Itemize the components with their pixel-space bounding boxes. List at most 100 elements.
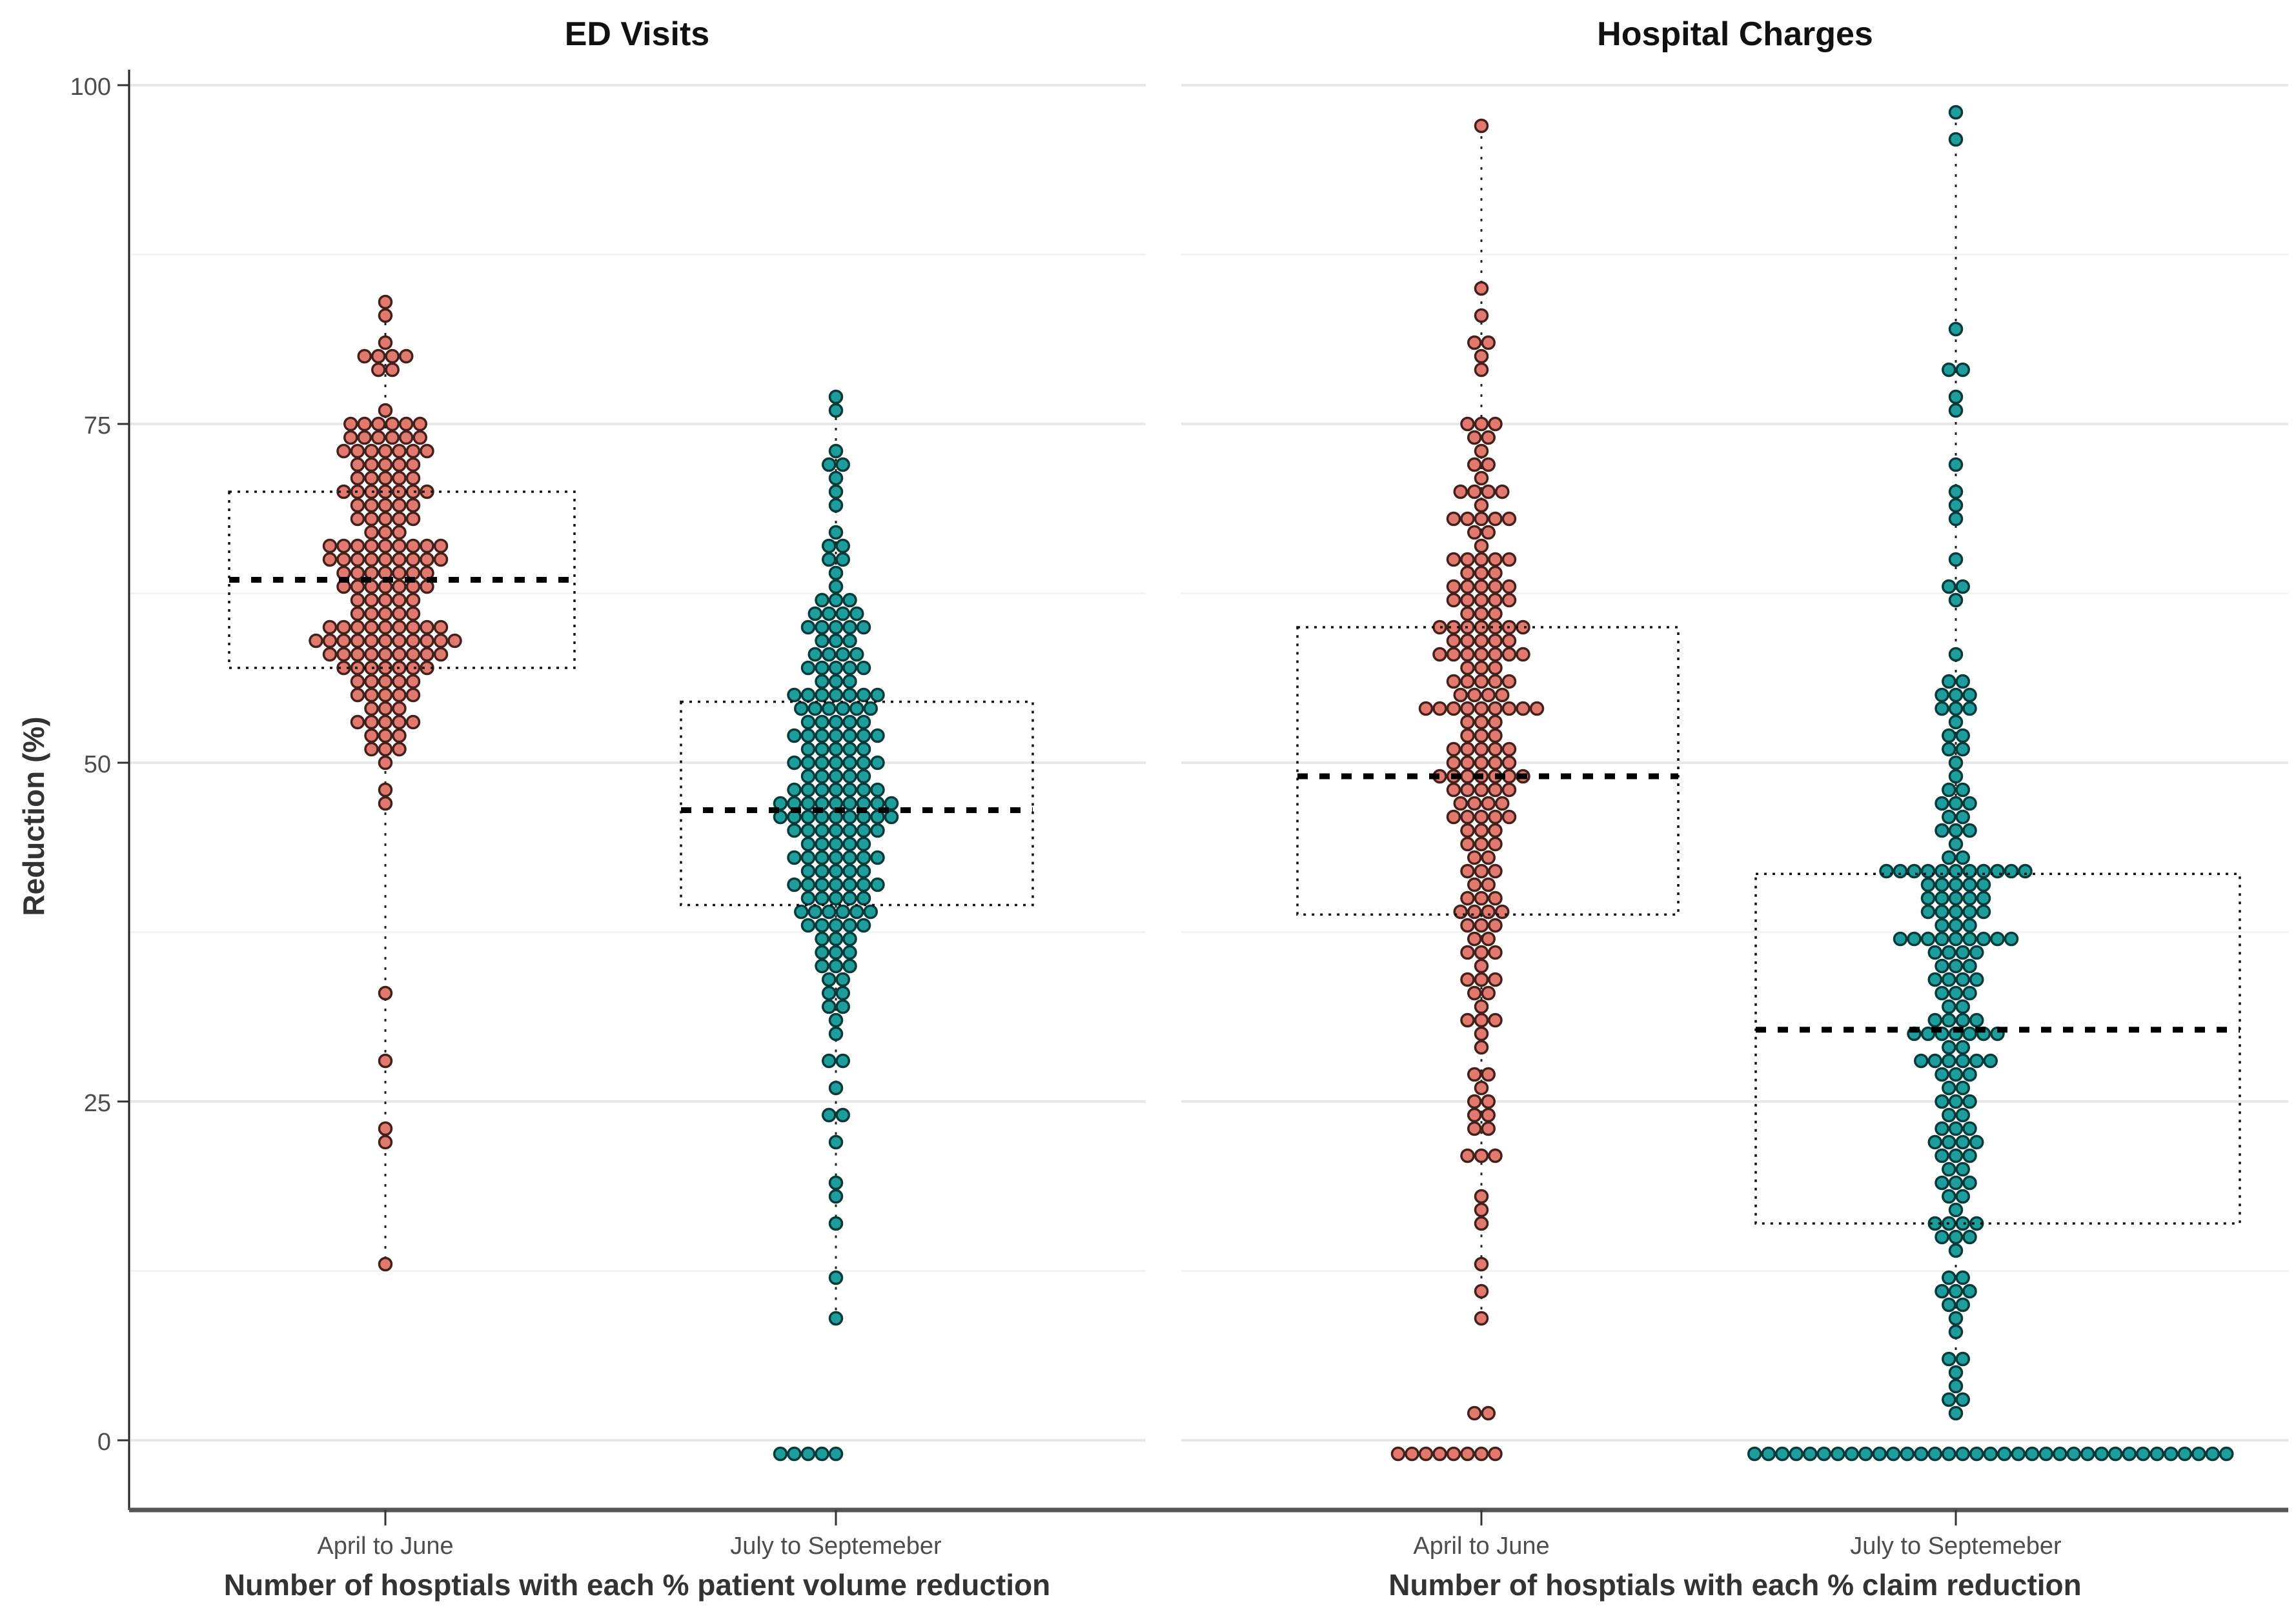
data-dot xyxy=(1900,1446,1915,1462)
data-dot xyxy=(800,728,816,743)
data-dot xyxy=(1474,782,1489,798)
data-dot xyxy=(350,714,365,730)
data-dot xyxy=(1474,606,1489,621)
data-dot xyxy=(773,796,788,811)
data-dot xyxy=(420,443,434,459)
data-dot xyxy=(815,714,829,730)
data-dot xyxy=(1955,1446,1970,1462)
data-dot xyxy=(1453,687,1468,703)
data-dot xyxy=(835,1107,850,1123)
data-dot xyxy=(1481,904,1496,920)
data-dot xyxy=(842,674,857,689)
data-dot xyxy=(420,619,434,635)
data-dot xyxy=(1935,1121,1949,1136)
data-dot xyxy=(433,538,449,554)
data-dot xyxy=(856,687,871,703)
data-dot xyxy=(1955,1107,1970,1123)
data-dot xyxy=(357,430,372,445)
data-dot xyxy=(336,552,351,567)
data-dot xyxy=(800,850,816,865)
data-dot xyxy=(378,782,393,798)
data-dot xyxy=(1474,755,1489,770)
data-dot xyxy=(1467,1121,1482,1136)
data-dot xyxy=(828,877,844,892)
data-dot xyxy=(378,660,393,676)
data-dot xyxy=(1948,1405,1964,1421)
data-dot xyxy=(350,592,365,608)
data-dot xyxy=(1481,525,1496,540)
data-dot xyxy=(1474,633,1489,649)
data-dot xyxy=(1942,782,1956,798)
data-dot xyxy=(1948,105,1964,120)
data-dot xyxy=(405,619,421,635)
data-dot xyxy=(1432,619,1447,635)
data-dot xyxy=(1948,592,1964,608)
data-dot xyxy=(808,606,822,621)
data-dot xyxy=(364,525,379,540)
data-dot xyxy=(1474,118,1489,134)
box-iqr xyxy=(680,700,1034,907)
data-dot xyxy=(1893,931,1908,947)
data-dot xyxy=(842,660,857,676)
data-dot xyxy=(856,755,871,770)
data-dot xyxy=(842,769,857,784)
data-dot xyxy=(1955,1297,1970,1313)
data-dot xyxy=(828,619,844,635)
data-dot xyxy=(1942,972,1956,987)
data-dot xyxy=(800,796,816,811)
data-dot xyxy=(1467,1094,1482,1109)
data-dot xyxy=(1948,1378,1964,1394)
data-dot xyxy=(1948,498,1964,513)
data-dot xyxy=(1460,416,1475,432)
data-dot xyxy=(1948,1324,1964,1340)
data-dot xyxy=(1927,972,1942,987)
data-dot xyxy=(1488,1148,1503,1163)
data-dot xyxy=(1481,457,1496,472)
data-dot xyxy=(849,701,864,716)
data-dot xyxy=(870,687,885,703)
data-dot xyxy=(856,877,871,892)
data-dot xyxy=(1467,525,1482,540)
data-dot xyxy=(815,1446,829,1462)
data-dot xyxy=(1467,877,1482,892)
data-dot xyxy=(1474,619,1489,635)
data-dot xyxy=(399,430,414,445)
data-dot xyxy=(322,633,338,649)
data-dot xyxy=(405,674,421,689)
data-dot xyxy=(1446,674,1461,689)
data-dot xyxy=(392,511,407,527)
data-dot xyxy=(1474,1283,1489,1299)
data-dot xyxy=(1927,1012,1942,1028)
data-dot xyxy=(1460,647,1475,662)
data-dot xyxy=(1747,1446,1762,1462)
data-dot xyxy=(1962,891,1977,906)
data-dot xyxy=(1481,430,1496,445)
data-dot xyxy=(1501,782,1517,798)
data-dot xyxy=(364,484,379,499)
data-dot xyxy=(1872,1446,1887,1462)
data-dot xyxy=(1481,1094,1496,1109)
data-dot xyxy=(842,958,857,974)
y-axis-title: Reduction (%) xyxy=(17,716,50,916)
data-dot xyxy=(2094,1446,2109,1462)
data-dot xyxy=(364,633,379,649)
data-dot xyxy=(828,918,844,933)
data-dot xyxy=(1942,1270,1956,1285)
data-dot xyxy=(1955,1012,1970,1028)
data-dot xyxy=(822,1053,837,1069)
data-dot xyxy=(1803,1446,1818,1462)
data-dot xyxy=(322,619,338,635)
data-dot xyxy=(378,1053,393,1069)
data-dot xyxy=(336,647,351,662)
data-dot xyxy=(815,769,829,784)
data-dot xyxy=(1488,972,1503,987)
data-dot xyxy=(842,741,857,757)
data-dot xyxy=(1948,1243,1964,1258)
data-dot xyxy=(1460,836,1475,852)
data-dot xyxy=(800,918,816,933)
data-dot xyxy=(1460,823,1475,838)
data-dot xyxy=(1474,999,1489,1014)
data-dot xyxy=(800,836,816,852)
data-dot xyxy=(794,701,809,716)
data-dot xyxy=(1474,443,1489,459)
